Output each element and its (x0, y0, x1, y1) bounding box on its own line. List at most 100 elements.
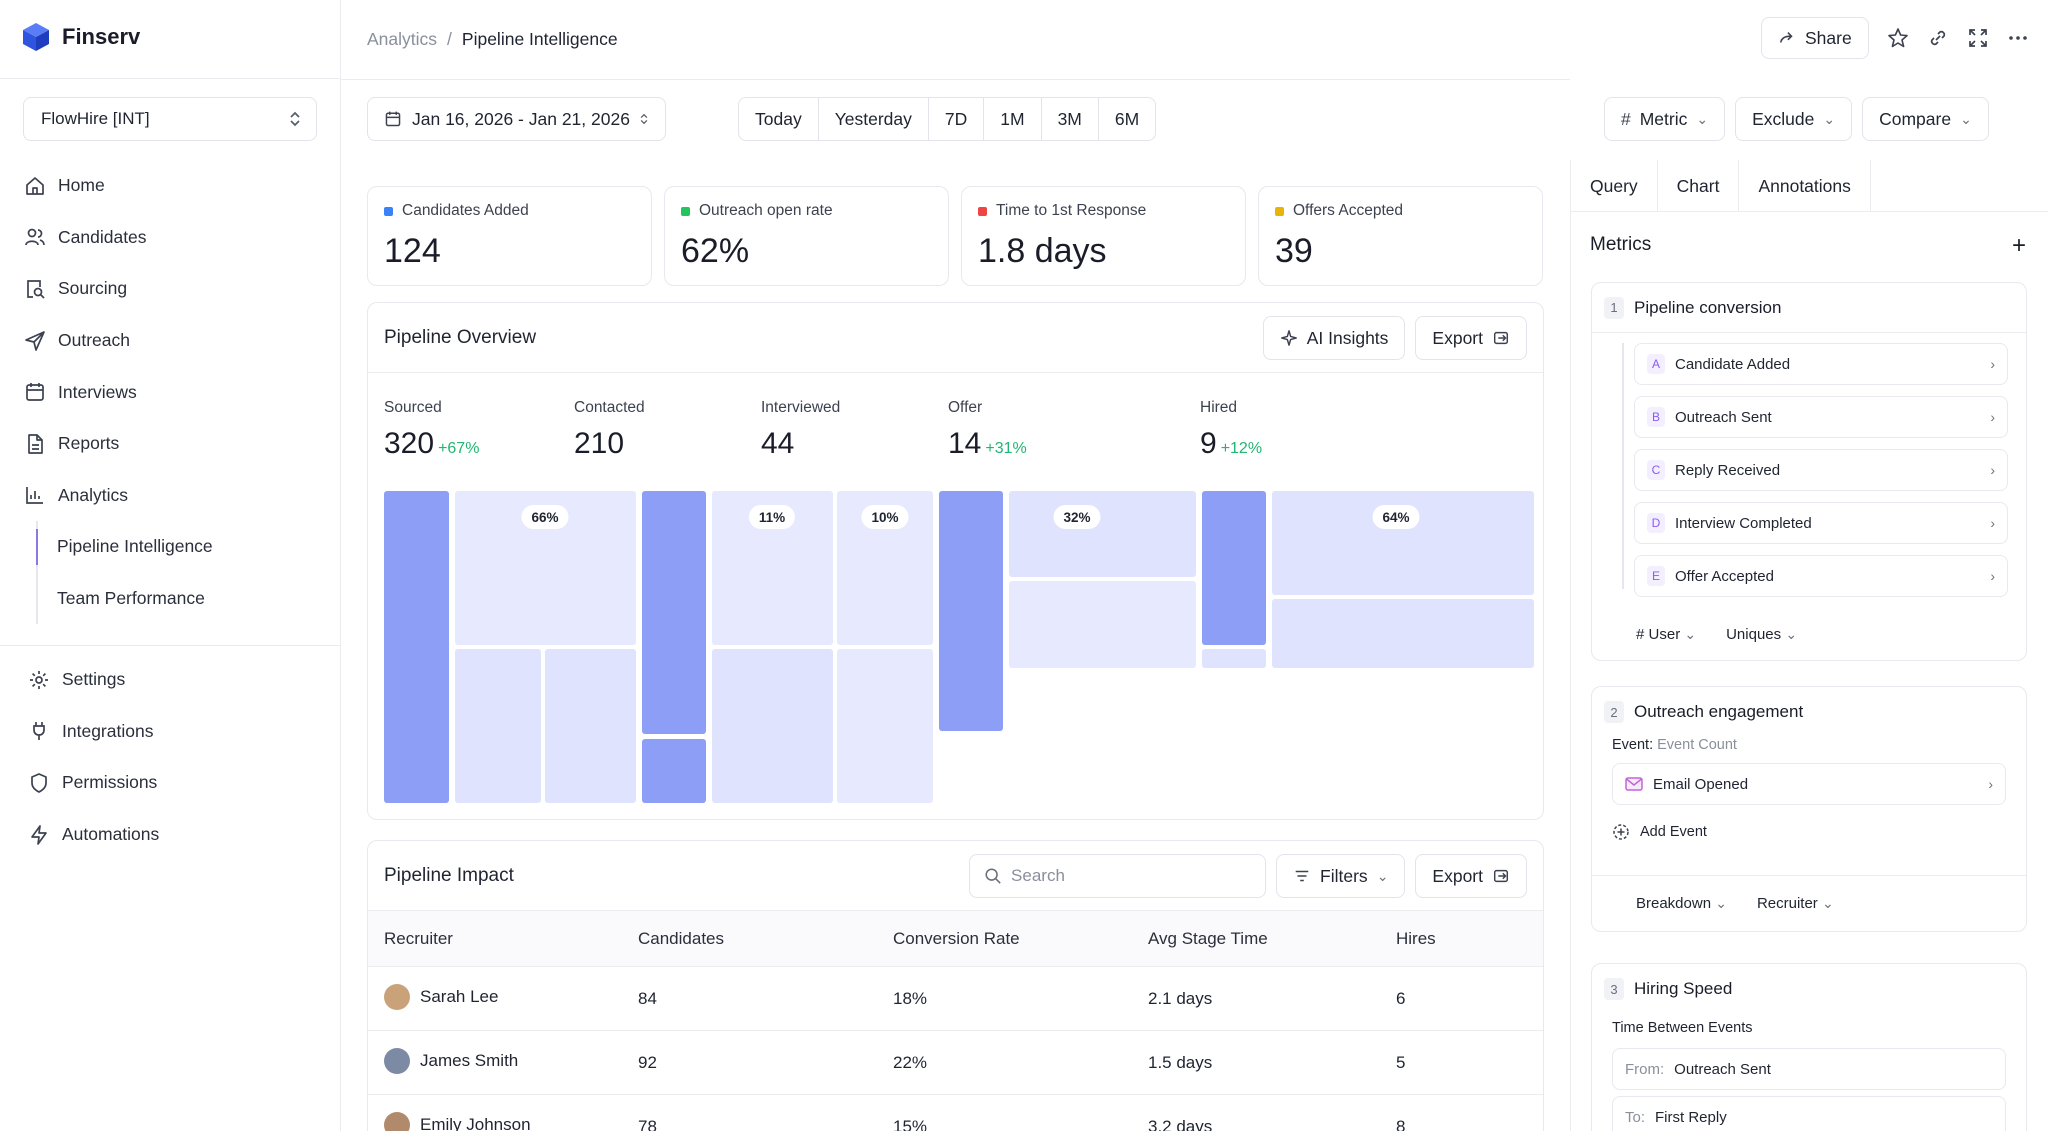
kpi-color-dot (978, 206, 987, 216)
from-event-field[interactable]: From: Outreach Sent (1612, 1048, 2006, 1090)
funnel-segment[interactable] (455, 649, 541, 803)
column-header[interactable]: Recruiter (384, 929, 453, 948)
sidebar-item-automations[interactable]: Automations (28, 809, 328, 861)
sidebar-subitem-pipeline-intelligence[interactable]: Pipeline Intelligence (36, 521, 324, 573)
metric-header[interactable]: 1 Pipeline conversion (1592, 283, 2026, 333)
add-event-button[interactable]: Add Event (1592, 805, 2026, 841)
sidebar-item-interviews[interactable]: Interviews (24, 366, 324, 418)
stage-hired: Hired 9 +12% (1200, 399, 1262, 461)
funnel-bar-interviewed[interactable] (939, 491, 1003, 731)
star-icon[interactable] (1887, 27, 1909, 49)
export-button[interactable]: Export (1415, 316, 1527, 360)
tab-chart[interactable]: Chart (1658, 160, 1740, 212)
export-icon (1493, 331, 1509, 345)
sidebar-item-reports[interactable]: Reports (24, 418, 324, 470)
compare-dropdown[interactable]: Compare ⌄ (1862, 97, 1989, 141)
kpi-card[interactable]: Offers Accepted 39 (1258, 186, 1543, 286)
metric-dropdown[interactable]: # Metric ⌄ (1604, 97, 1726, 141)
funnel-segment[interactable] (712, 649, 833, 803)
user-dropdown[interactable]: # User ⌄ (1636, 625, 1697, 643)
stage-time-cell: 2.1 days (1148, 989, 1213, 1008)
recruiter-name: Emily Johnson (420, 1115, 531, 1131)
table-row[interactable]: Sarah Lee 84 18% 2.1 days 6 (368, 967, 1543, 1031)
card-actions: AI Insights Export (1262, 316, 1527, 360)
ai-insights-button[interactable]: AI Insights (1262, 316, 1406, 360)
metric-title: Hiring Speed (1634, 979, 1733, 998)
metric-card-outreach-engagement: 2 Outreach engagement Event: Event Count… (1591, 686, 2027, 932)
filters-button[interactable]: Filters ⌄ (1276, 854, 1406, 898)
sidebar-item-outreach[interactable]: Outreach (24, 315, 324, 367)
funnel-bar-sourced[interactable] (384, 491, 449, 803)
tab-query[interactable]: Query (1571, 160, 1658, 212)
funnel-segment[interactable] (545, 649, 636, 803)
event-item[interactable]: Email Opened › (1612, 763, 2006, 805)
exclude-dropdown[interactable]: Exclude ⌄ (1735, 97, 1853, 141)
more-icon[interactable] (2007, 27, 2029, 49)
export-button[interactable]: Export (1415, 854, 1527, 898)
kpi-card[interactable]: Time to 1st Response 1.8 days (961, 186, 1246, 286)
link-icon[interactable] (1927, 27, 1949, 49)
funnel-bar-contacted-lower[interactable] (642, 739, 706, 803)
sidebar-item-analytics[interactable]: Analytics (24, 470, 324, 522)
sidebar-item-label: Interviews (58, 381, 137, 402)
column-header[interactable]: Hires (1396, 929, 1436, 948)
from-label: From: (1625, 1060, 1665, 1078)
range-7d[interactable]: 7D (929, 98, 985, 140)
sidebar-item-integrations[interactable]: Integrations (28, 706, 328, 758)
table-row[interactable]: Emily Johnson 78 15% 3.2 days 8 (368, 1095, 1543, 1131)
tab-annotations[interactable]: Annotations (1739, 160, 1871, 212)
recruiter-dropdown[interactable]: Recruiter ⌄ (1757, 895, 1834, 912)
funnel-step[interactable]: B Outreach Sent › (1634, 396, 2008, 438)
range-today[interactable]: Today (739, 98, 819, 140)
stage-interviewed: Interviewed 44 (761, 399, 840, 461)
funnel-bar-offer[interactable] (1202, 491, 1266, 645)
funnel-step[interactable]: E Offer Accepted › (1634, 555, 2008, 597)
column-header[interactable]: Conversion Rate (893, 929, 1020, 948)
column-header[interactable]: Avg Stage Time (1148, 929, 1268, 948)
expand-icon[interactable] (1967, 27, 1989, 49)
event-type-value[interactable]: Event Count (1657, 737, 1737, 753)
funnel-segment[interactable] (1202, 649, 1266, 668)
search-input[interactable]: Search (969, 854, 1267, 898)
workspace-selector[interactable]: FlowHire [INT] (23, 97, 317, 141)
brand[interactable]: Finserv (22, 22, 140, 52)
share-button[interactable]: Share (1761, 17, 1869, 59)
chevron-down-icon: ⌄ (1684, 625, 1697, 642)
sidebar-item-home[interactable]: Home (24, 160, 324, 212)
sidebar-item-permissions[interactable]: Permissions (28, 757, 328, 809)
metric-header[interactable]: 3 Hiring Speed (1592, 964, 2026, 1014)
range-3m[interactable]: 3M (1042, 98, 1099, 140)
breadcrumb-parent[interactable]: Analytics (367, 29, 438, 49)
sidebar-item-settings[interactable]: Settings (28, 654, 328, 706)
funnel-segment[interactable] (1272, 599, 1534, 668)
date-range-picker[interactable]: Jan 16, 2026 - Jan 21, 2026 (367, 97, 666, 141)
add-metric-icon[interactable]: + (2011, 232, 2026, 259)
range-6m[interactable]: 6M (1114, 108, 1140, 129)
breadcrumb: Analytics / Pipeline Intelligence (367, 29, 618, 50)
funnel-step[interactable]: A Candidate Added › (1634, 343, 2008, 385)
sidebar-item-candidates[interactable]: Candidates (24, 212, 324, 264)
stage-offer: Offer 14 +31% (948, 399, 1027, 461)
range-1m[interactable]: 1M (984, 98, 1042, 140)
kpi-card[interactable]: Outreach open rate 62% (664, 186, 949, 286)
to-event-field[interactable]: To: First Reply (1612, 1096, 2006, 1131)
funnel-bar-contacted[interactable] (642, 491, 706, 734)
range-yesterday[interactable]: Yesterday (819, 98, 929, 140)
sidebar-subitem-team-performance[interactable]: Team Performance (57, 573, 324, 625)
funnel-segment[interactable] (837, 649, 933, 803)
kpi-value: 124 (384, 232, 441, 270)
funnel-step[interactable]: C Reply Received › (1634, 449, 2008, 491)
funnel-dropoff-interviewed[interactable] (1009, 491, 1196, 577)
column-header[interactable]: Candidates (638, 929, 725, 948)
breadcrumb-current: Pipeline Intelligence (461, 29, 618, 49)
funnel-segment[interactable] (1009, 581, 1196, 668)
uniques-dropdown[interactable]: Uniques ⌄ (1726, 626, 1797, 643)
conversion-badge: 10% (861, 505, 909, 529)
kpi-card[interactable]: Candidates Added 124 (367, 186, 652, 286)
sidebar-item-sourcing[interactable]: Sourcing (24, 263, 324, 315)
funnel-step[interactable]: D Interview Completed › (1634, 502, 2008, 544)
step-label: Reply Received (1675, 461, 1781, 479)
table-row[interactable]: James Smith 92 22% 1.5 days 5 (368, 1031, 1543, 1095)
metric-header[interactable]: 2 Outreach engagement (1592, 687, 2026, 737)
breakdown-dropdown[interactable]: Breakdown ⌄ (1636, 895, 1727, 912)
